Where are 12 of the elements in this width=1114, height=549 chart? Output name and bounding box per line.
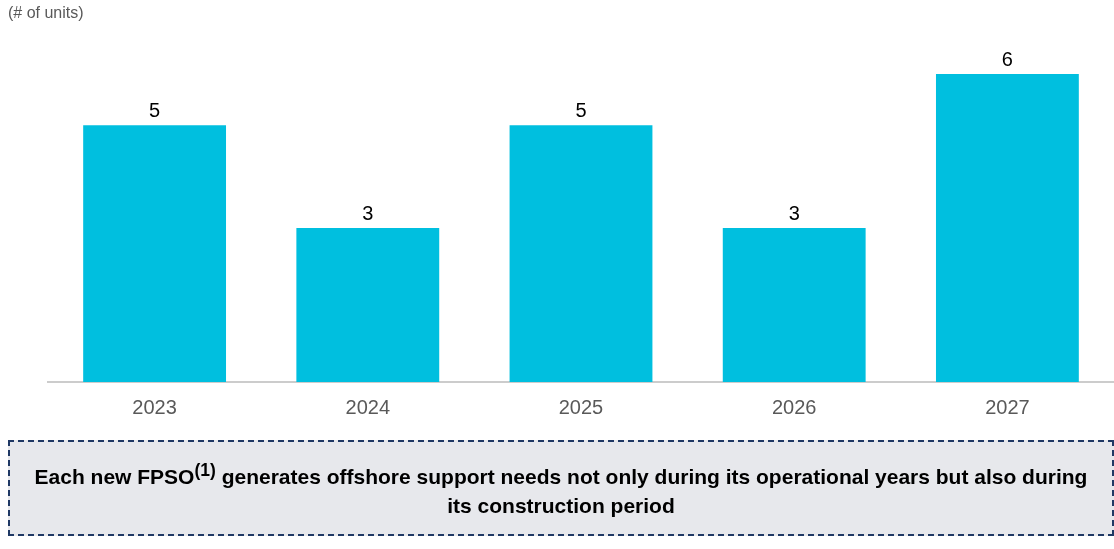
- x-tick-label: 2026: [771, 395, 817, 418]
- x-tick-label: 2024: [345, 395, 391, 418]
- text: Each new FPSO$^{(1)}$ generates offshore support needs not only during its operational years but also during its construction period: [8, 440, 1114, 536]
- data-label: 6: [1001, 47, 1013, 70]
- y-axis-title: (# of units): [8, 4, 85, 23]
- data-label: 5: [149, 98, 161, 121]
- data-label: 3: [362, 201, 374, 224]
- x-tick-label: 2025: [558, 395, 604, 418]
- x-tick-label: 2023: [132, 395, 177, 418]
- data-label: 5: [575, 98, 587, 121]
- x-tick-label: 2027: [985, 395, 1030, 418]
- data-label: 3: [788, 201, 800, 224]
